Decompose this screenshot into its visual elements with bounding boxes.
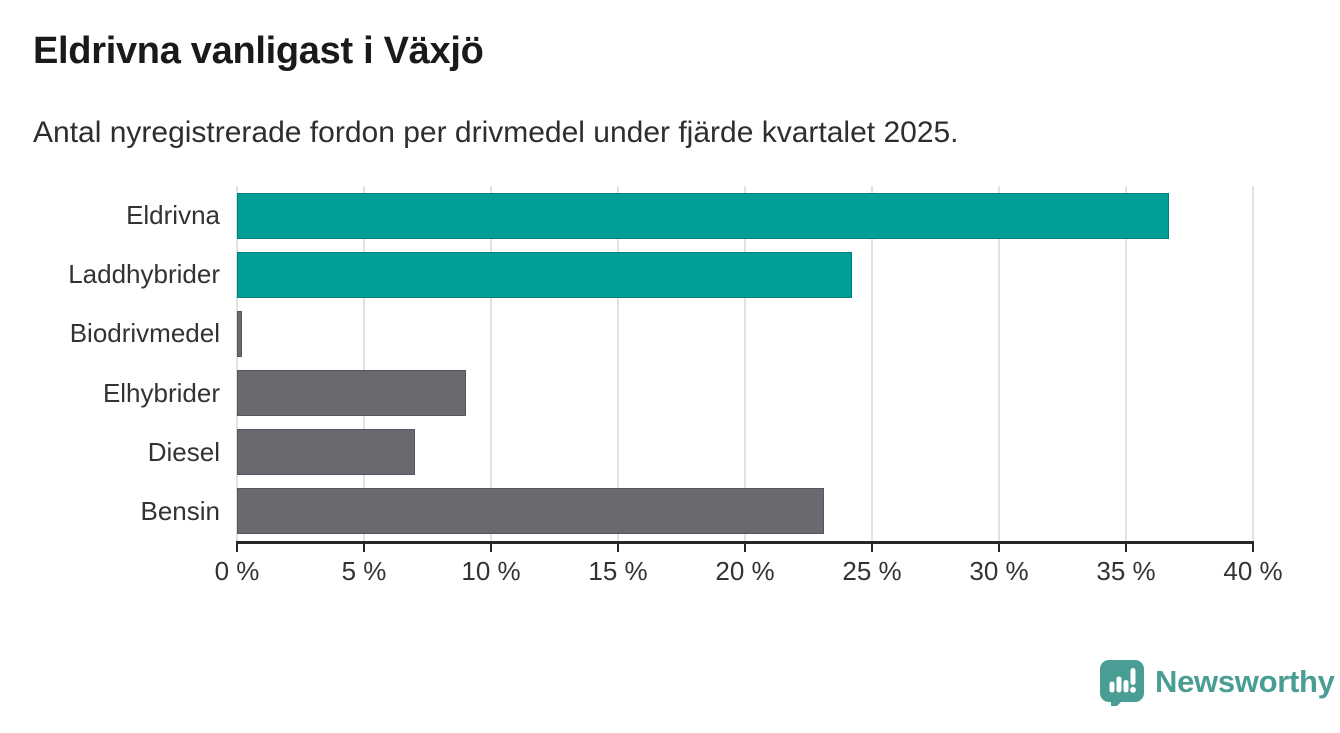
gridline xyxy=(617,186,619,541)
bar-diesel xyxy=(237,429,415,476)
x-tick-label: 5 % xyxy=(341,556,387,586)
category-label: Biodrivmedel xyxy=(69,318,220,349)
bar-bensin xyxy=(237,488,824,535)
plot-area xyxy=(236,186,1254,541)
brand-footer: Newsworthy xyxy=(1098,658,1335,706)
gridline xyxy=(363,186,365,541)
gridline xyxy=(871,186,873,541)
x-tick-mark xyxy=(744,541,746,552)
category-label: Diesel xyxy=(147,436,220,467)
x-tick-label: 40 % xyxy=(1223,556,1283,586)
x-tick-label: 35 % xyxy=(1096,556,1156,586)
bar-eldrivna xyxy=(237,192,1170,239)
gridline xyxy=(1252,186,1254,541)
brand-name: Newsworthy xyxy=(1155,664,1335,699)
newsworthy-logo-icon xyxy=(1100,660,1144,706)
x-tick-mark xyxy=(998,541,1000,552)
x-tick-mark xyxy=(363,541,365,552)
bar-laddhybrider xyxy=(237,251,852,298)
x-tick-label: 20 % xyxy=(715,556,775,586)
chart-subtitle: Antal nyregistrerade fordon per drivmede… xyxy=(33,116,959,149)
x-tick-label: 25 % xyxy=(842,556,902,586)
category-label: Laddhybrider xyxy=(68,259,220,290)
gridline xyxy=(998,186,1000,541)
x-tick-mark xyxy=(236,541,238,552)
x-tick-label: 0 % xyxy=(214,556,260,586)
category-label: Eldrivna xyxy=(126,200,220,231)
gridline xyxy=(1125,186,1127,541)
x-tick-mark xyxy=(1125,541,1127,552)
bar-elhybrider xyxy=(237,370,466,417)
gridline xyxy=(744,186,746,541)
x-tick-label: 10 % xyxy=(461,556,521,586)
gridline xyxy=(490,186,492,541)
category-label: Elhybrider xyxy=(102,377,220,408)
category-label: Bensin xyxy=(140,495,221,526)
x-tick-mark xyxy=(1252,541,1254,552)
gridline xyxy=(236,186,238,541)
chart-title: Eldrivna vanligast i Växjö xyxy=(33,30,484,72)
x-tick-label: 30 % xyxy=(969,556,1029,586)
x-tick-mark xyxy=(617,541,619,552)
x-tick-mark xyxy=(490,541,492,552)
bar-biodrivmedel xyxy=(237,310,243,357)
x-tick-mark xyxy=(871,541,873,552)
x-tick-label: 15 % xyxy=(588,556,648,586)
